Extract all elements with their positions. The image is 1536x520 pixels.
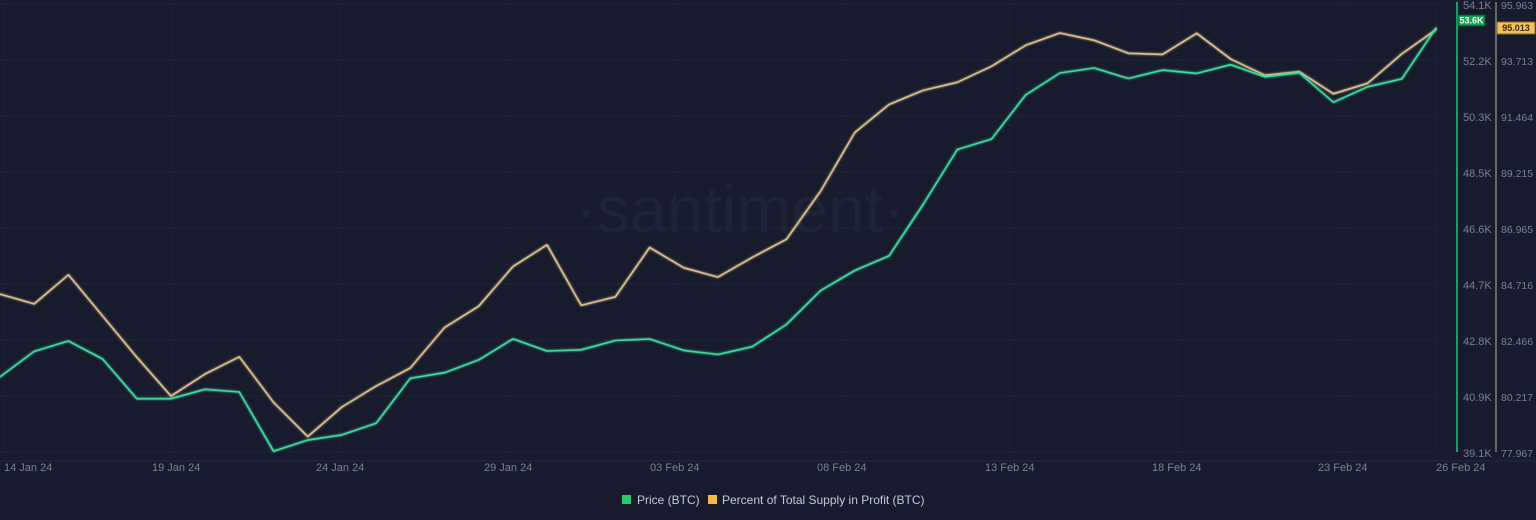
svg-text:26 Feb 24: 26 Feb 24 bbox=[1436, 462, 1486, 474]
svg-text:53.6K: 53.6K bbox=[1459, 16, 1484, 26]
svg-text:·santiment·: ·santiment· bbox=[575, 172, 905, 246]
svg-text:82.466: 82.466 bbox=[1501, 336, 1533, 348]
svg-text:18 Feb 24: 18 Feb 24 bbox=[1152, 462, 1202, 474]
svg-text:29 Jan 24: 29 Jan 24 bbox=[484, 462, 532, 474]
svg-text:08 Feb 24: 08 Feb 24 bbox=[817, 462, 867, 474]
svg-text:80.217: 80.217 bbox=[1501, 392, 1533, 404]
svg-text:89.215: 89.215 bbox=[1501, 168, 1533, 180]
svg-text:40.9K: 40.9K bbox=[1463, 392, 1492, 404]
svg-text:19 Jan 24: 19 Jan 24 bbox=[152, 462, 200, 474]
svg-text:Percent of Total Supply in Pro: Percent of Total Supply in Profit (BTC) bbox=[722, 493, 925, 507]
svg-text:52.2K: 52.2K bbox=[1463, 56, 1492, 68]
svg-text:Price (BTC): Price (BTC) bbox=[637, 493, 700, 507]
svg-text:03 Feb 24: 03 Feb 24 bbox=[650, 462, 700, 474]
svg-text:39.1K: 39.1K bbox=[1463, 448, 1492, 460]
svg-text:95.963: 95.963 bbox=[1501, 0, 1533, 12]
svg-text:93.713: 93.713 bbox=[1501, 56, 1533, 68]
svg-text:42.8K: 42.8K bbox=[1463, 336, 1492, 348]
svg-text:24 Jan 24: 24 Jan 24 bbox=[316, 462, 364, 474]
svg-text:54.1K: 54.1K bbox=[1463, 0, 1492, 12]
svg-text:77.967: 77.967 bbox=[1501, 448, 1533, 460]
svg-text:95.013: 95.013 bbox=[1502, 23, 1530, 33]
svg-text:23 Feb 24: 23 Feb 24 bbox=[1318, 462, 1368, 474]
svg-text:86.965: 86.965 bbox=[1501, 224, 1533, 236]
svg-text:48.5K: 48.5K bbox=[1463, 168, 1492, 180]
svg-text:91.464: 91.464 bbox=[1501, 112, 1533, 124]
svg-text:44.7K: 44.7K bbox=[1463, 280, 1492, 292]
svg-text:14 Jan 24: 14 Jan 24 bbox=[4, 462, 52, 474]
svg-text:84.716: 84.716 bbox=[1501, 280, 1533, 292]
svg-text:13 Feb 24: 13 Feb 24 bbox=[985, 462, 1035, 474]
svg-text:50.3K: 50.3K bbox=[1463, 112, 1492, 124]
svg-text:46.6K: 46.6K bbox=[1463, 224, 1492, 236]
